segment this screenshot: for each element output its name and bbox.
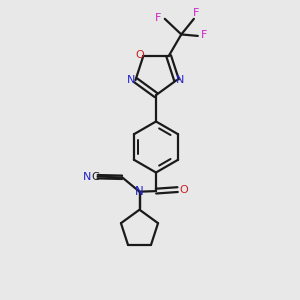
Text: C: C <box>91 172 99 182</box>
Text: N: N <box>83 172 91 182</box>
Text: F: F <box>201 30 208 40</box>
Text: F: F <box>155 13 161 23</box>
Text: N: N <box>135 185 144 198</box>
Text: O: O <box>135 50 144 59</box>
Text: N: N <box>128 75 136 85</box>
Text: F: F <box>193 8 199 18</box>
Text: N: N <box>176 75 184 85</box>
Text: O: O <box>180 184 189 195</box>
